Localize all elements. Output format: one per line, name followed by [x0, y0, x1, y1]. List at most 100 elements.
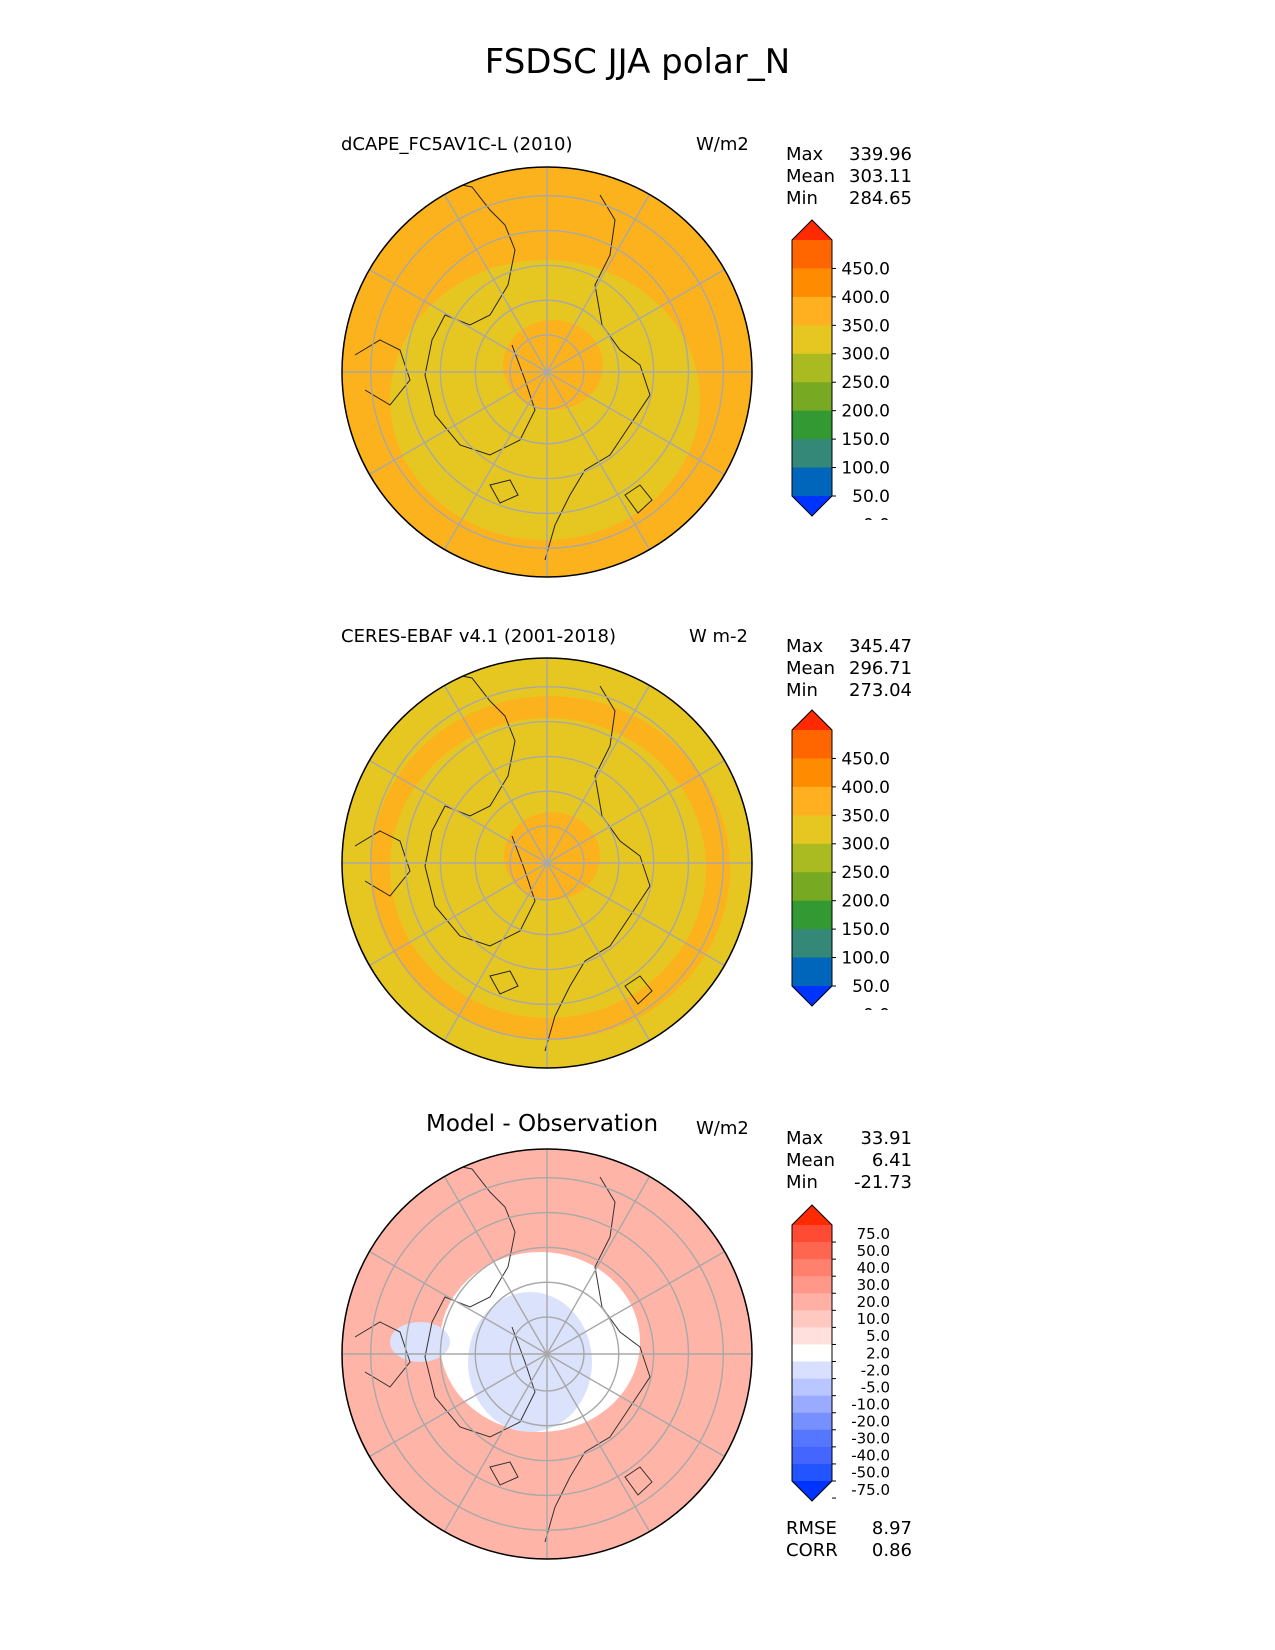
- map-border: [341, 1148, 753, 1560]
- colorbar-tick-label: 400.0: [841, 778, 890, 798]
- coastline: [354, 339, 411, 406]
- colorbar-segment: [792, 1412, 832, 1431]
- colorbar-segment: [792, 1327, 832, 1345]
- stat-min: Min -21.73: [786, 1172, 912, 1194]
- panel-3-units: W/m2: [696, 1118, 749, 1139]
- colorbar-tick-label: 20.0: [857, 1293, 890, 1311]
- colorbar-segment: [792, 758, 832, 788]
- stat-value: 6.41: [871, 1150, 912, 1171]
- colorbar-segment: [792, 382, 832, 412]
- coastline: [544, 685, 651, 1052]
- stat-label: Mean: [786, 658, 836, 679]
- panel-1-units: W/m2: [696, 134, 749, 155]
- panel-1-polar-map: [341, 166, 753, 578]
- coastline: [624, 1466, 653, 1496]
- colorbar-tick-label: 150.0: [841, 920, 890, 940]
- colorbar-segment: [792, 296, 832, 326]
- stat-max: Max 339.96: [786, 144, 912, 166]
- map-border: [341, 166, 753, 578]
- colorbar-tick-label: -50.0: [851, 1464, 890, 1482]
- colorbar-tick-label: 50.0: [857, 1242, 890, 1260]
- colorbar-lower-extend: [792, 496, 832, 516]
- colorbar-segment: [792, 325, 832, 355]
- colorbar-segment: [792, 410, 832, 440]
- panel-3-colorbar: 75.050.040.030.020.010.05.02.0-2.0-5.0-1…: [791, 1204, 890, 1502]
- metric-label: RMSE: [786, 1518, 837, 1539]
- colorbar-tick-label: -10.0: [851, 1395, 890, 1413]
- colorbar-upper-extend: [792, 220, 832, 240]
- colorbar-segment: [792, 730, 832, 759]
- colorbar-segment: [792, 467, 832, 497]
- metric-value: 8.97: [871, 1518, 912, 1539]
- colorbar-tick-label: 100.0: [841, 949, 890, 969]
- stat-min: Min 284.65: [786, 188, 912, 210]
- colorbar-segment: [792, 240, 832, 269]
- coastline: [424, 1164, 536, 1438]
- colorbar-segment: [792, 1225, 832, 1243]
- colorbar-tick-label: 30.0: [857, 1276, 890, 1294]
- colorbar-segment: [792, 439, 832, 469]
- colorbar-tick-label: -2.0: [861, 1361, 890, 1379]
- colorbar-tick-label: 100.0: [841, 459, 890, 479]
- colorbar-segment: [792, 1310, 832, 1328]
- polar-cap-region: [503, 320, 603, 410]
- colorbar-segment: [792, 929, 832, 959]
- colorbar-segment: [792, 872, 832, 902]
- colorbar-tick-label: -30.0: [851, 1430, 890, 1448]
- stat-label: Min: [786, 680, 818, 701]
- colorbar-segment: [792, 1463, 832, 1482]
- colorbar-tick-label: 10.0: [857, 1310, 890, 1328]
- stat-label: Max: [786, 144, 824, 165]
- colorbar-tick-label: 200.0: [841, 402, 890, 422]
- colorbar-tick-label: 350.0: [841, 316, 890, 336]
- colorbar-tick-label: 5.0: [866, 1327, 890, 1345]
- colorbar-tick-label: 2.0: [866, 1344, 890, 1362]
- stat-mean: Mean 296.71: [786, 658, 912, 680]
- stat-max: Max 33.91: [786, 1128, 912, 1150]
- colorbar-lower-extend: [792, 1481, 832, 1501]
- colorbar-tick-label: -20.0: [851, 1413, 890, 1431]
- graticule: [342, 167, 752, 577]
- coastline: [354, 1321, 411, 1388]
- panel-2-title: CERES-EBAF v4.1 (2001-2018): [341, 626, 617, 647]
- coastline: [424, 182, 536, 456]
- colorbar-lower-extend: [792, 986, 832, 1006]
- colorbar-tick-label: 50.0: [852, 977, 890, 997]
- stat-value: -21.73: [853, 1172, 912, 1193]
- colorbar-segment: [792, 1395, 832, 1414]
- polar-cap-region: [504, 812, 600, 900]
- colorbar-tick-label: -5.0: [861, 1378, 890, 1396]
- stat-label: Max: [786, 1128, 824, 1149]
- stat-label: Min: [786, 188, 818, 209]
- stat-label: Mean: [786, 1150, 836, 1171]
- stat-value: 284.65: [849, 188, 912, 209]
- colorbar-tick-label: 400.0: [841, 288, 890, 308]
- stat-label: Max: [786, 636, 824, 657]
- colorbar-tick-label: 450.0: [841, 749, 890, 769]
- metric-rmse: RMSE 8.97: [786, 1518, 912, 1540]
- colorbar-segment: [792, 353, 832, 383]
- colorbar-segment: [792, 1446, 832, 1465]
- panel-3-stats: Max 33.91 Mean 6.41 Min -21.73: [786, 1128, 912, 1194]
- stat-min: Min 273.04: [786, 680, 912, 702]
- colorbar-segment: [792, 1429, 832, 1448]
- panel-3-polar-map: [341, 1148, 753, 1560]
- colorbar-segment: [792, 1242, 832, 1260]
- colorbar-segment: [792, 1293, 832, 1311]
- colorbar-tick-label: 350.0: [841, 806, 890, 826]
- metric-corr: CORR 0.86: [786, 1540, 912, 1562]
- colorbar-tick-label: 75.0: [857, 1225, 890, 1243]
- negative-bias-region: [468, 1292, 592, 1432]
- colorbar-segment: [792, 1276, 832, 1294]
- colorbar-upper-extend: [792, 710, 832, 730]
- panel-1-colorbar: 450.0 400.0 350.0 300.0 250.0 200.0 150.0 100.0…: [791, 219, 890, 520]
- colorbar-segment: [792, 1259, 832, 1277]
- coastline: [424, 673, 536, 947]
- stat-max: Max 345.47: [786, 636, 912, 658]
- colorbar-segment: [792, 1378, 832, 1397]
- coastline: [624, 484, 653, 514]
- colorbar-tick-label: 200.0: [841, 892, 890, 912]
- panel-3-metrics: RMSE 8.97 CORR 0.86: [786, 1518, 912, 1562]
- stat-mean: Mean 303.11: [786, 166, 912, 188]
- colorbar-tick-label: 0.0: [863, 515, 890, 520]
